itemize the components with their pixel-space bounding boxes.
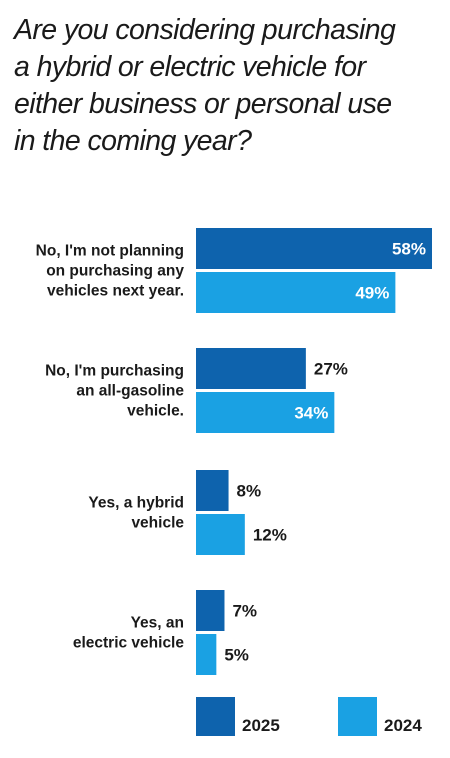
value-label: 34% [294,404,328,423]
bar-2024 [196,272,396,313]
bar-2024 [196,634,217,675]
value-label: 7% [232,602,257,621]
category-label: Yes, an electric vehicle [73,615,185,652]
category-label-line: No, I'm not planning [36,243,184,260]
title-line: a hybrid or electric vehicle for [14,51,366,83]
category-label-line: on purchasing any [46,263,184,280]
category-label: No, I'm not planning on purchasing any veh… [36,243,185,300]
category-label-line: No, I'm purchasing [45,363,184,380]
category-label-line: vehicle. [127,403,184,420]
category-label-line: an all-gasoline [76,383,184,400]
value-label: 5% [224,646,249,665]
bar-2025 [196,228,432,269]
legend-swatch [196,697,235,736]
category-label-line: vehicle [131,515,184,532]
value-label: 12% [253,526,287,545]
category-label: No, I'm purchasing an all-gasoline vehicle… [45,363,184,420]
bar-2025 [196,348,306,389]
value-label: 49% [355,284,389,303]
bar-2024 [196,392,335,433]
category-label-line: vehicles next year. [47,283,184,300]
chart-title: Are you considering purchasing a hybrid … [14,12,439,160]
legend-label: 2025 [242,716,280,735]
bar-2025 [196,470,229,511]
title-line: Are you considering purchasing [14,14,396,46]
legend-label: 2024 [384,716,422,735]
bar-2024 [196,514,245,555]
value-label: 58% [392,240,426,259]
value-label: 27% [314,360,348,379]
title-line: either business or personal use [14,88,392,120]
category-label: Yes, a hybrid vehicle [88,495,184,532]
category-label-line: electric vehicle [73,635,185,652]
category-label-line: Yes, a hybrid [88,495,184,512]
bar-2025 [196,590,225,631]
title-line: in the coming year? [14,125,252,157]
value-label: 8% [237,482,262,501]
legend-swatch [338,697,377,736]
category-label-line: Yes, an [131,615,184,632]
